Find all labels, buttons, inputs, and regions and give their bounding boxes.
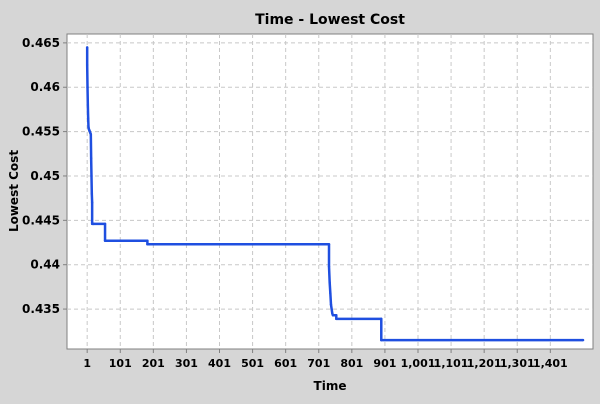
x-tick-label: 601: [274, 357, 297, 370]
x-tick-label: 301: [175, 357, 198, 370]
data-point: [146, 243, 149, 246]
x-tick-label: 701: [307, 357, 330, 370]
data-point: [581, 338, 585, 342]
data-point: [380, 338, 383, 342]
y-axis-label: Lowest Cost: [7, 150, 21, 232]
x-tick-label: 201: [142, 357, 165, 370]
data-point: [90, 192, 94, 195]
data-point: [146, 239, 149, 242]
data-point: [328, 281, 331, 284]
data-point: [329, 303, 333, 306]
data-point: [87, 125, 90, 129]
data-point: [86, 117, 90, 120]
data-point: [85, 46, 89, 49]
series-layer: [85, 46, 585, 342]
x-tick-label: 501: [241, 357, 264, 370]
x-tick-label: 1: [83, 357, 91, 370]
data-point: [89, 133, 93, 136]
x-tick-label: 1,001: [401, 357, 436, 370]
y-tick-label: 0.46: [30, 80, 60, 94]
data-point: [92, 222, 95, 226]
x-tick-label: 801: [340, 357, 363, 370]
data-point: [89, 157, 93, 160]
data-point: [86, 103, 90, 107]
x-axis-label: Time: [314, 379, 347, 393]
x-tick-label: 901: [373, 357, 396, 370]
data-point: [327, 243, 331, 246]
x-tick-label: 101: [109, 357, 132, 370]
y-tick-label: 0.445: [22, 213, 60, 227]
data-point: [85, 63, 89, 67]
y-tick-label: 0.435: [22, 302, 60, 316]
data-point: [331, 314, 335, 317]
data-point: [335, 317, 338, 321]
axes: 0.435 0.44 0.445 0.45 0.455 0.46 0.465 1 101 201 3…: [22, 36, 568, 370]
data-point: [90, 201, 94, 204]
y-tick-label: 0.45: [30, 169, 60, 183]
y-tick-label: 0.44: [30, 258, 60, 272]
data-point: [103, 239, 107, 242]
data-point: [90, 174, 93, 178]
x-tick-label: 1,201: [467, 357, 502, 370]
data-point: [327, 265, 331, 268]
x-tick-label: 1,101: [434, 357, 469, 370]
data-point: [329, 291, 332, 295]
x-tick-label: 401: [208, 357, 231, 370]
data-point: [86, 86, 89, 89]
y-tick-label: 0.465: [22, 36, 60, 50]
data-point: [380, 317, 383, 321]
y-tick-label: 0.455: [22, 125, 60, 139]
data-point: [335, 314, 338, 317]
data-point: [103, 222, 107, 226]
x-tick-label: 1,401: [533, 357, 568, 370]
x-tick-label: 1,301: [500, 357, 535, 370]
chart-title: Time - Lowest Cost: [255, 12, 405, 28]
